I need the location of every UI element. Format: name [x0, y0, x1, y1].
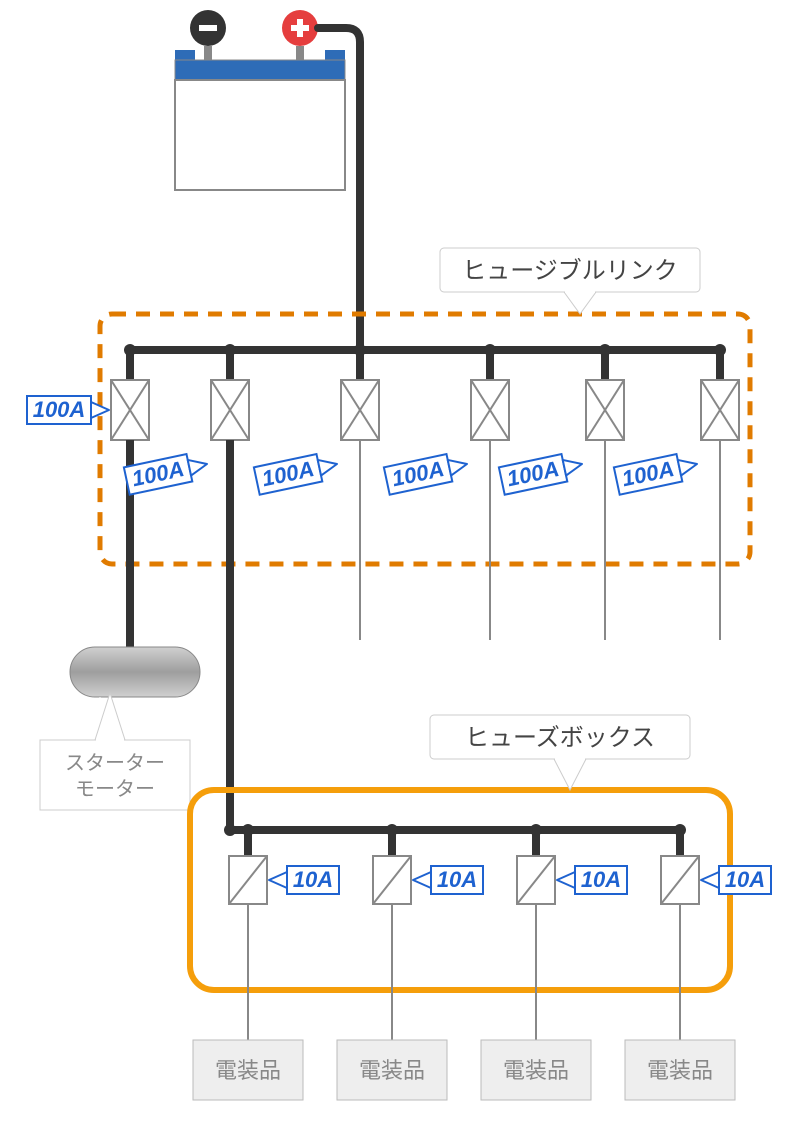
battery-lug-left	[175, 50, 195, 60]
rating-value: 100A	[33, 397, 86, 422]
rating-badge: 10A	[557, 866, 627, 894]
rating-badge: 100A	[614, 450, 700, 494]
rating-badge: 100A	[27, 396, 109, 424]
battery-body	[175, 80, 345, 190]
circuit-diagram: 100A 100A 100A 100A 100A 100A スターターモーター 10A 電装品 1…	[0, 0, 788, 1124]
rating-value: 10A	[293, 867, 333, 892]
fuse-box-callout: ヒューズボックス	[430, 715, 690, 790]
rating-badge: 10A	[701, 866, 771, 894]
rating-badge: 100A	[384, 450, 470, 494]
fusible-fuse-icon	[111, 380, 149, 440]
device-label: 電装品	[215, 1058, 281, 1083]
rating-value: 10A	[725, 867, 765, 892]
rating-value: 10A	[437, 867, 477, 892]
rating-value: 100A	[130, 456, 187, 491]
fuse-icon	[373, 856, 411, 904]
fusible-fuse-icon	[341, 380, 379, 440]
rating-badge: 100A	[254, 450, 340, 494]
rating-value: 10A	[581, 867, 621, 892]
fusible-link-label: ヒュージブルリンク	[462, 257, 678, 284]
minus-icon	[199, 25, 217, 31]
fusible-fuse-icon	[211, 380, 249, 440]
starter-label-line1: スターター	[65, 751, 165, 774]
fuse-box-label: ヒューズボックス	[465, 724, 655, 751]
device-label: 電装品	[359, 1058, 425, 1083]
rating-badge: 100A	[499, 450, 585, 494]
rating-badge: 10A	[413, 866, 483, 894]
starter-label-line2: モーター	[75, 777, 155, 800]
fuse-icon	[517, 856, 555, 904]
device-label: 電装品	[647, 1058, 713, 1083]
rating-badge: 100A	[124, 450, 210, 494]
battery-lug-right	[325, 50, 345, 60]
starter-motor-icon	[70, 647, 200, 697]
rating-value: 100A	[390, 456, 447, 491]
rating-value: 100A	[260, 456, 317, 491]
fuse-icon	[229, 856, 267, 904]
rating-value: 100A	[620, 456, 677, 491]
wire-node	[224, 824, 236, 836]
battery-top	[175, 60, 345, 80]
device-label: 電装品	[503, 1058, 569, 1083]
rating-badge: 10A	[269, 866, 339, 894]
fusible-fuse-icon	[471, 380, 509, 440]
fuse-icon	[661, 856, 699, 904]
fusible-fuse-icon	[701, 380, 739, 440]
plus-v-icon	[297, 19, 303, 37]
rating-value: 100A	[505, 456, 562, 491]
fusible-link-callout: ヒュージブルリンク	[440, 248, 700, 314]
fusible-fuse-icon	[586, 380, 624, 440]
